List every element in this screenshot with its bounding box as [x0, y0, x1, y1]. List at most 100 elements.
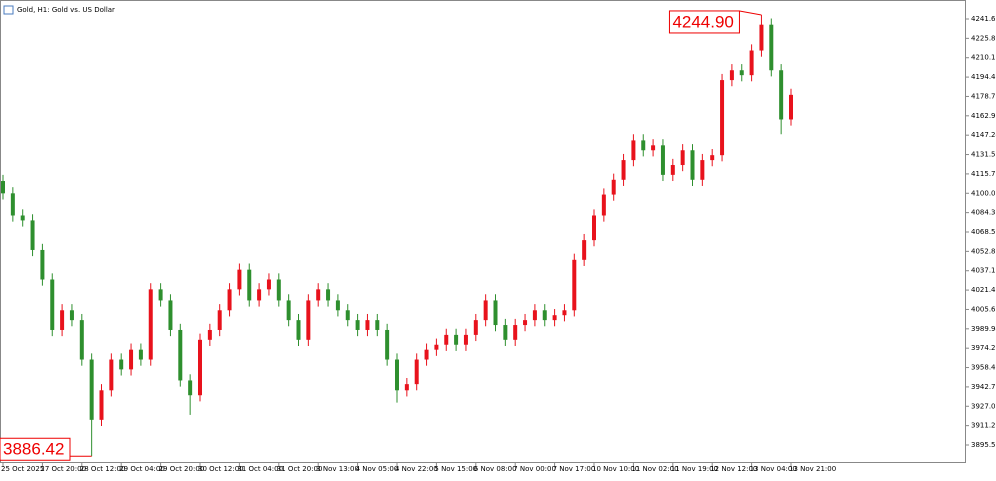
- candle-body: [641, 140, 646, 151]
- y-tick-label: 3895.56: [971, 441, 996, 449]
- candle-body: [217, 310, 222, 330]
- candle-body: [503, 325, 508, 340]
- y-tick-label: 4178.70: [971, 92, 996, 100]
- annotation-box: [0, 437, 71, 461]
- candle-body: [79, 320, 84, 360]
- candle-body: [365, 320, 370, 330]
- candle-body: [237, 269, 242, 290]
- x-tick-label: 6 Nov 08:00: [474, 465, 517, 473]
- y-tick-label: 4147.24: [971, 131, 996, 139]
- chart-icon: [3, 5, 14, 15]
- candle-body: [395, 359, 399, 391]
- candle-body: [463, 334, 468, 345]
- candle-body: [710, 155, 715, 161]
- candle-body: [769, 24, 774, 71]
- candle-body: [60, 310, 65, 330]
- candle-body: [247, 269, 252, 301]
- x-tick-label: 4 Nov 05:00: [356, 465, 399, 473]
- candle-body: [158, 289, 163, 301]
- y-tick-label: 4115.78: [971, 170, 996, 178]
- candle-body: [10, 193, 15, 216]
- candle-body: [424, 349, 429, 360]
- annotation-label: 3886.42: [3, 440, 64, 459]
- y-tick-label: 4210.16: [971, 54, 996, 62]
- candle-body: [660, 145, 665, 175]
- y-tick-label: 4194.43: [971, 73, 996, 81]
- x-tick-label: 29 Oct 20:00: [159, 465, 205, 473]
- candle-body: [779, 70, 784, 120]
- candle-body: [611, 179, 616, 195]
- candle-body: [414, 359, 419, 385]
- x-tick-label: 3 Nov 13:00: [316, 465, 359, 473]
- candle-body: [444, 334, 449, 345]
- candle-body: [523, 320, 528, 326]
- y-tick-label: 4131.51: [971, 151, 996, 159]
- candle-body: [198, 339, 202, 396]
- candle-body: [789, 94, 793, 120]
- candle-body: [749, 50, 754, 76]
- plot-frame: [0, 0, 966, 463]
- candle-body: [542, 310, 547, 321]
- y-tick-label: 3958.48: [971, 364, 996, 372]
- candle-body: [483, 300, 488, 321]
- x-tick-label: 7 Nov 00:00: [513, 465, 556, 473]
- candle-body: [670, 165, 675, 175]
- candle-body: [493, 300, 498, 326]
- candle-body: [20, 215, 25, 221]
- x-tick-label: 7 Nov 17:00: [553, 465, 596, 473]
- candle-body: [375, 320, 380, 330]
- x-tick-label: 11 Nov 02:00: [631, 465, 678, 473]
- x-tick-label: 31 Oct 04:00: [237, 465, 283, 473]
- y-tick-label: 4241.62: [971, 15, 996, 23]
- x-tick-label: 28 Oct 12:00: [80, 465, 126, 473]
- y-tick-label: 3989.94: [971, 325, 996, 333]
- x-tick-label: 30 Oct 12:00: [198, 465, 244, 473]
- candle-body: [651, 145, 656, 151]
- y-tick-label: 3974.21: [971, 344, 996, 352]
- x-tick-label: 31 Oct 20:00: [277, 465, 323, 473]
- x-tick-label: 27 Oct 20:00: [40, 465, 86, 473]
- y-tick-label: 4037.13: [971, 267, 996, 275]
- candle-body: [473, 320, 478, 335]
- candle-body: [631, 140, 636, 161]
- x-tick-label: 13 Nov 21:00: [789, 465, 836, 473]
- candle-body: [257, 289, 262, 301]
- candle-body: [355, 320, 360, 330]
- candle-body: [572, 259, 577, 311]
- candle-body: [434, 344, 439, 350]
- candle-body: [335, 300, 340, 311]
- x-tick-label: 5 Nov 15:00: [434, 465, 477, 473]
- candle-body: [207, 329, 212, 340]
- candle-body: [69, 310, 74, 321]
- annotation-leader: [739, 10, 762, 16]
- candle-body: [1, 181, 5, 194]
- candle-body: [148, 289, 153, 360]
- candle-body: [89, 359, 94, 420]
- candle-body: [40, 249, 45, 280]
- candle-body: [296, 320, 301, 340]
- y-tick-label: 4084.32: [971, 209, 996, 217]
- y-tick-label: 4225.89: [971, 34, 996, 42]
- y-tick-label: 3942.75: [971, 383, 996, 391]
- candle-body: [129, 349, 134, 370]
- annotation-box: [668, 10, 740, 34]
- candle-body: [188, 380, 193, 396]
- candle-body: [138, 349, 143, 360]
- candle-body: [168, 300, 173, 330]
- candle-body: [739, 70, 744, 76]
- candle-body: [266, 279, 271, 290]
- candle-body: [99, 390, 104, 420]
- candle-body: [690, 150, 695, 180]
- candle-body: [700, 160, 705, 180]
- x-tick-label: 13 Nov 04:00: [750, 465, 797, 473]
- candle-body: [227, 289, 232, 311]
- annotation-label: 4244.90: [672, 12, 733, 31]
- candle-body: [345, 310, 350, 321]
- x-tick-label: 11 Nov 19:00: [671, 465, 718, 473]
- candle-body: [306, 300, 311, 340]
- candle-body: [316, 289, 321, 301]
- candle-body: [720, 80, 725, 156]
- y-tick-label: 3911.29: [971, 422, 996, 430]
